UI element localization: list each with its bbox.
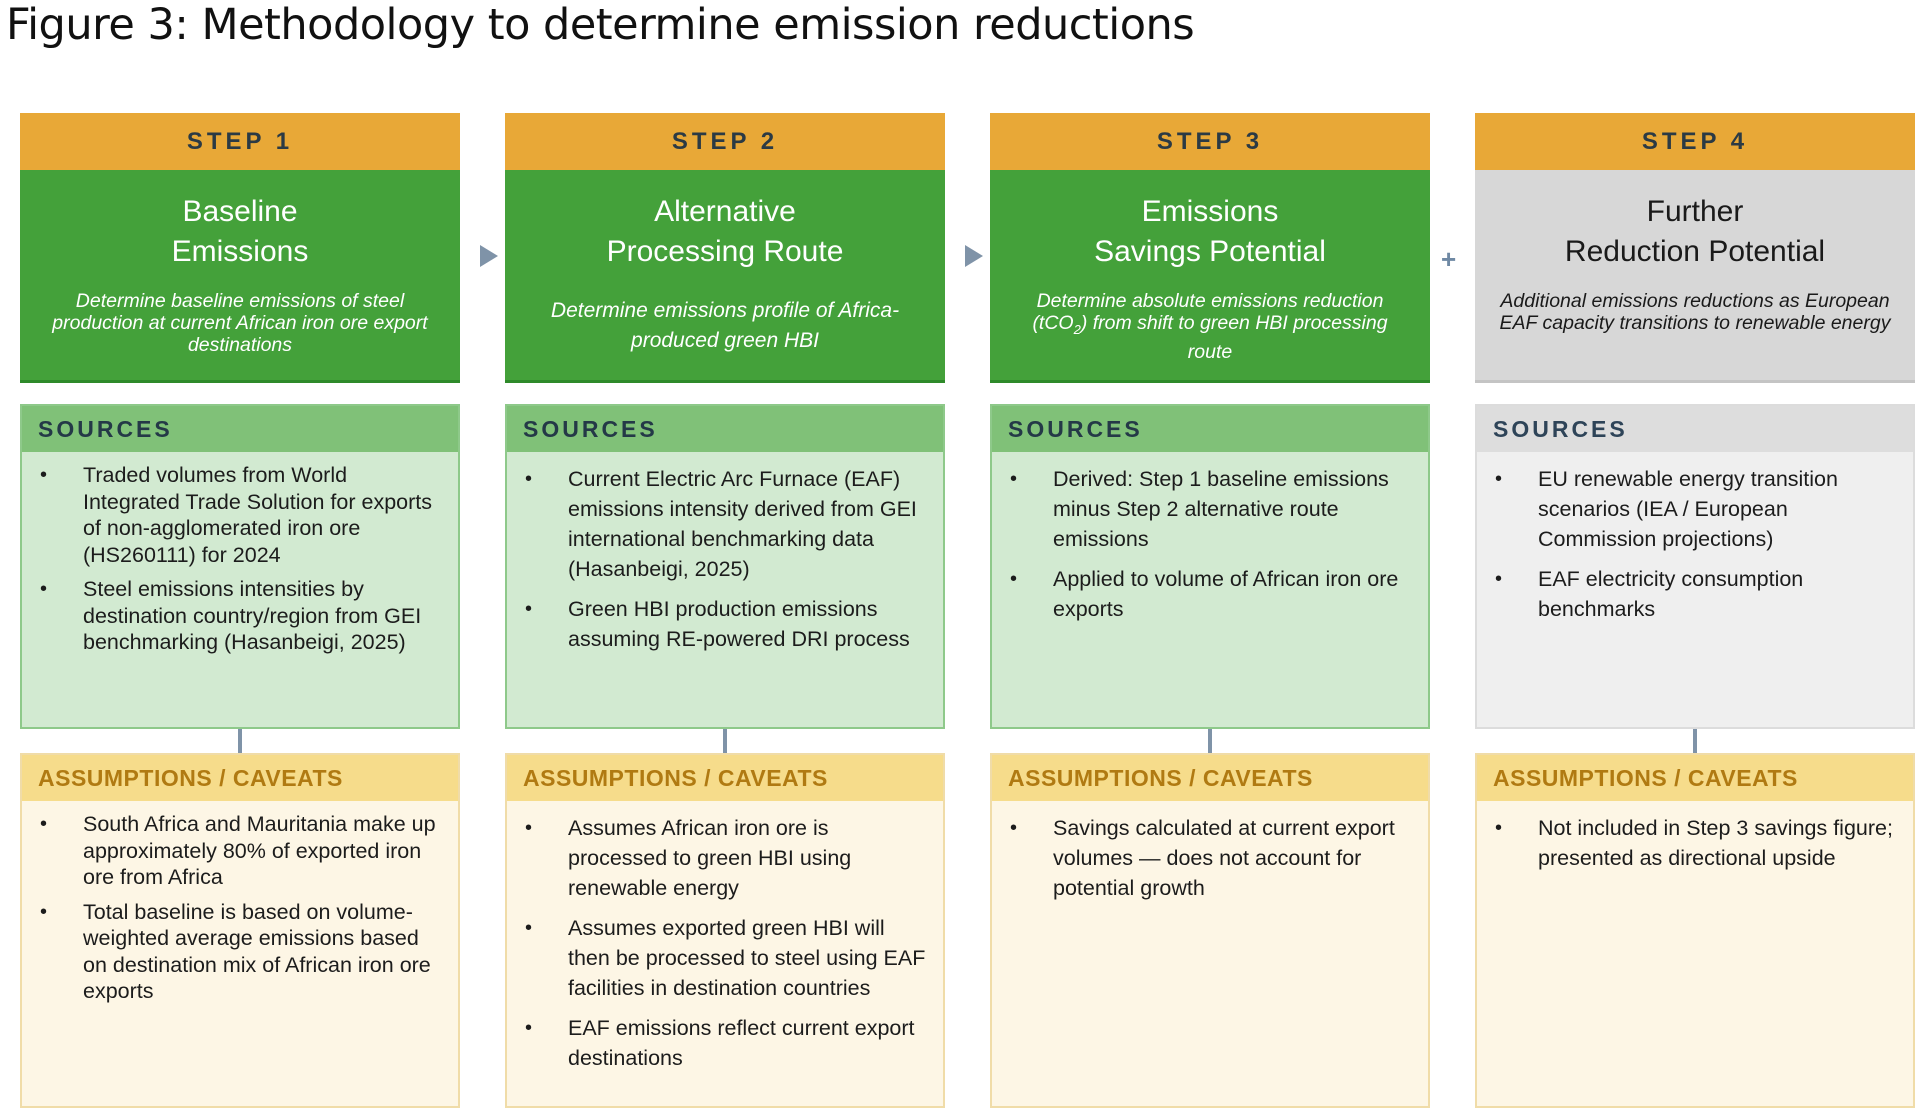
step-title: Further Reduction Potential <box>1565 192 1825 272</box>
step-description: Determine emissions profile of Africa-pr… <box>550 299 900 352</box>
desc-subscript: 2 <box>1073 321 1081 337</box>
figure-title: Figure 3: Methodology to determine emiss… <box>6 0 1195 50</box>
step-description: Additional emissions reductions as Europ… <box>1499 290 1891 334</box>
assumptions-list: South Africa and Mauritania make up appr… <box>22 801 458 1005</box>
step-label: STEP 1 <box>20 113 460 170</box>
sources-list: Derived: Step 1 baseline emissions minus… <box>992 452 1428 624</box>
step-3-column: STEP 3 Emissions Savings Potential Deter… <box>990 113 1430 1108</box>
sources-heading: SOURCES <box>507 406 943 452</box>
sources-box: SOURCES Current Electric Arc Furnace (EA… <box>505 404 945 729</box>
connector-line <box>238 729 242 753</box>
arrow-right-icon <box>480 245 498 267</box>
assumptions-heading: ASSUMPTIONS / CAVEATS <box>992 755 1428 801</box>
step-title: Baseline Emissions <box>172 192 309 272</box>
step-header-box: Emissions Savings Potential Determine ab… <box>990 170 1430 383</box>
sources-heading: SOURCES <box>992 406 1428 452</box>
connector-line <box>723 729 727 753</box>
step-4-column: STEP 4 Further Reduction Potential Addit… <box>1475 113 1915 1108</box>
list-item: Applied to volume of African iron ore ex… <box>992 564 1412 624</box>
step-description: Determine absolute emissions reduction (… <box>990 290 1430 363</box>
sources-box: SOURCES EU renewable energy transition s… <box>1475 404 1915 729</box>
step-title-line2: Processing Route <box>606 235 844 268</box>
list-item: South Africa and Mauritania make up appr… <box>22 811 442 891</box>
assumptions-list: Savings calculated at current export vol… <box>992 801 1428 903</box>
step-title-line1: Alternative <box>654 195 796 228</box>
list-item: Derived: Step 1 baseline emissions minus… <box>992 464 1412 554</box>
arrow-right-icon <box>965 245 983 267</box>
step-title-line2: Savings Potential <box>1094 235 1326 268</box>
step-2-column: STEP 2 Alternative Processing Route Dete… <box>505 113 945 1108</box>
list-item: Steel emissions intensities by destinati… <box>22 576 442 656</box>
step-title-line2: Emissions <box>171 235 309 268</box>
step-title: Emissions Savings Potential <box>1094 192 1326 272</box>
assumptions-box: ASSUMPTIONS / CAVEATS Assumes African ir… <box>505 753 945 1108</box>
list-item: Not included in Step 3 savings figure; p… <box>1477 813 1897 873</box>
list-item: EAF emissions reflect current export des… <box>507 1013 927 1073</box>
step-title-line2: Reduction Potential <box>1564 235 1826 268</box>
assumptions-box: ASSUMPTIONS / CAVEATS Savings calculated… <box>990 753 1430 1108</box>
desc-part: ) from shift to green HBI processing rou… <box>1080 312 1388 363</box>
connector-line <box>1208 729 1212 753</box>
sources-box: SOURCES Derived: Step 1 baseline emissio… <box>990 404 1430 729</box>
step-label: STEP 3 <box>990 113 1430 170</box>
step-label: STEP 4 <box>1475 113 1915 170</box>
list-item: Current Electric Arc Furnace (EAF) emiss… <box>507 464 927 584</box>
assumptions-heading: ASSUMPTIONS / CAVEATS <box>1477 755 1913 801</box>
sources-list: Current Electric Arc Furnace (EAF) emiss… <box>507 452 943 654</box>
assumptions-list: Assumes African iron ore is processed to… <box>507 801 943 1073</box>
connector-line <box>1693 729 1697 753</box>
step-title: Alternative Processing Route <box>607 192 844 272</box>
list-item: Traded volumes from World Integrated Tra… <box>22 462 442 568</box>
step-description: Determine baseline emissions of steel pr… <box>52 290 428 356</box>
step-label: STEP 2 <box>505 113 945 170</box>
list-item: Savings calculated at current export vol… <box>992 813 1412 903</box>
assumptions-heading: ASSUMPTIONS / CAVEATS <box>507 755 943 801</box>
step-1-column: STEP 1 Baseline Emissions Determine base… <box>20 113 460 1108</box>
list-item: Assumes exported green HBI will then be … <box>507 913 927 1003</box>
list-item: EAF electricity consumption benchmarks <box>1477 564 1897 624</box>
step-header-box: Alternative Processing Route Determine e… <box>505 170 945 383</box>
sources-list: Traded volumes from World Integrated Tra… <box>22 452 458 656</box>
sources-heading: SOURCES <box>22 406 458 452</box>
list-item: Total baseline is based on volume-weight… <box>22 899 442 1005</box>
step-title-line1: Further <box>1646 195 1744 228</box>
list-item: EU renewable energy transition scenarios… <box>1477 464 1897 554</box>
assumptions-heading: ASSUMPTIONS / CAVEATS <box>22 755 458 801</box>
sources-box: SOURCES Traded volumes from World Integr… <box>20 404 460 729</box>
desc-part: Determine absolute emissions reduction (… <box>1032 290 1384 334</box>
step-header-box: Further Reduction Potential Additional e… <box>1475 170 1915 383</box>
list-item: Assumes African iron ore is processed to… <box>507 813 927 903</box>
sources-list: EU renewable energy transition scenarios… <box>1477 452 1913 624</box>
sources-heading: SOURCES <box>1477 406 1913 452</box>
assumptions-list: Not included in Step 3 savings figure; p… <box>1477 801 1913 873</box>
assumptions-box: ASSUMPTIONS / CAVEATS South Africa and M… <box>20 753 460 1108</box>
plus-icon: + <box>1441 244 1457 274</box>
assumptions-box: ASSUMPTIONS / CAVEATS Not included in St… <box>1475 753 1915 1108</box>
step-header-box: Baseline Emissions Determine baseline em… <box>20 170 460 383</box>
list-item: Green HBI production emissions assuming … <box>507 594 927 654</box>
step-title-line1: Baseline <box>182 195 298 228</box>
step-title-line1: Emissions <box>1141 195 1279 228</box>
